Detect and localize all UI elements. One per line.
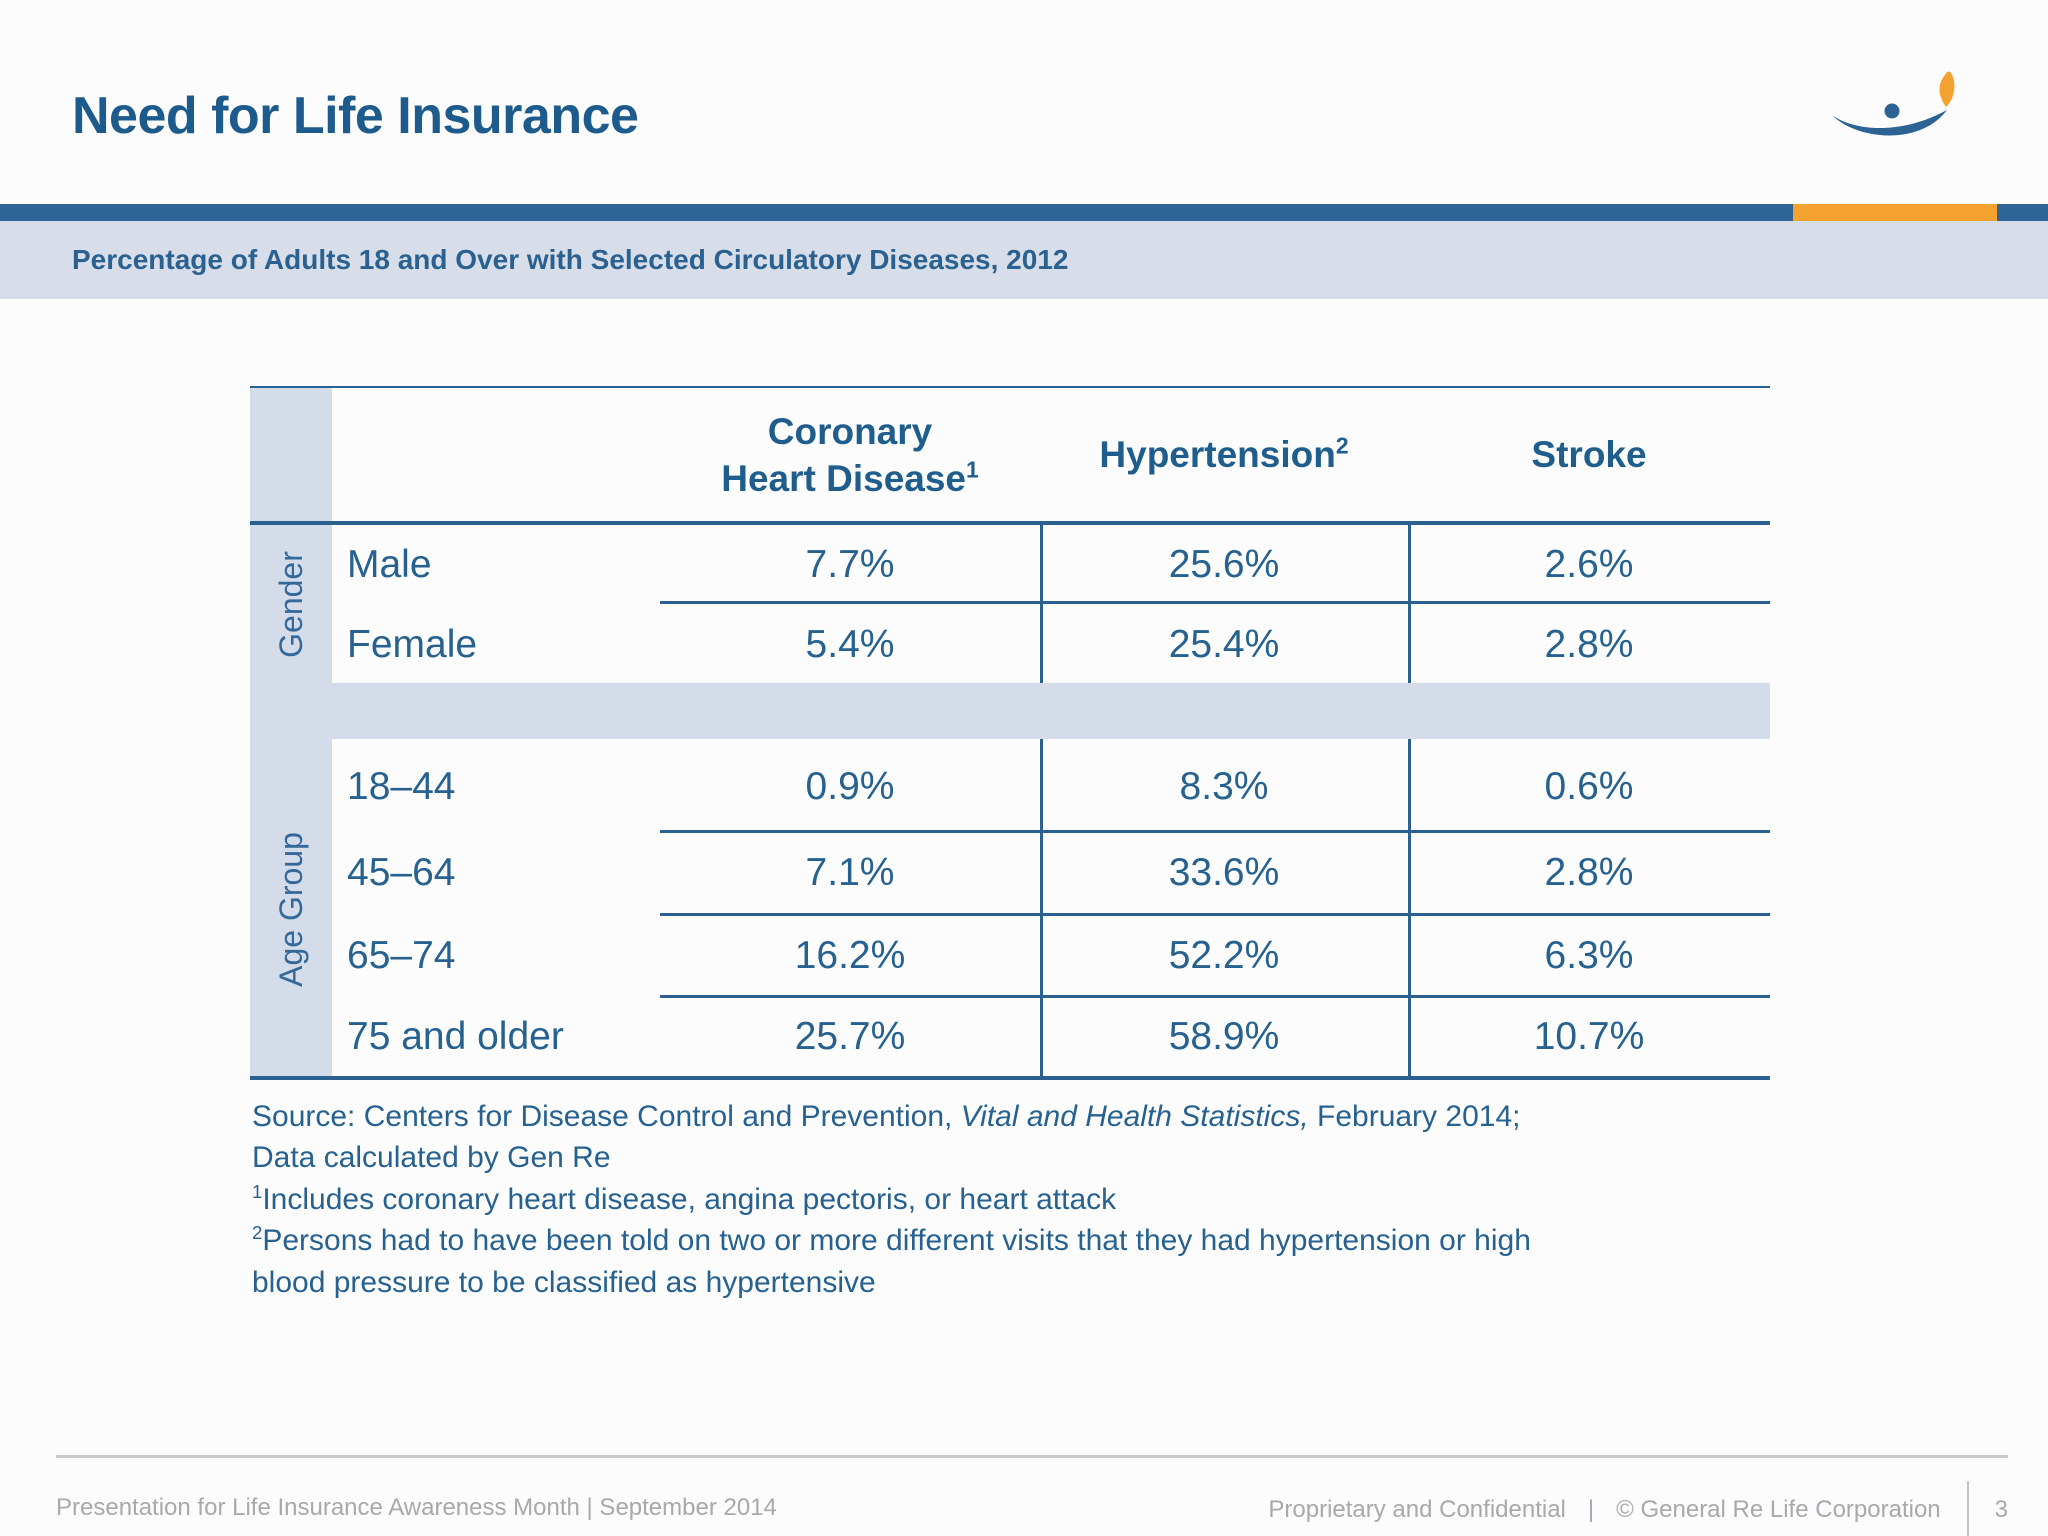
footnote-2-continued: blood pressure to be classified as hyper… [252,1265,876,1299]
accent-bar-blue-left [0,204,1793,221]
col-header-line1: Hypertension2 [1099,433,1349,476]
page-title: Need for Life Insurance [72,87,639,145]
row-divider [660,601,1770,604]
cell-male-coronary: 7.7% [805,542,895,586]
column-divider [1408,525,1411,683]
row-label-75-and-older: 75 and older [347,1015,564,1058]
footnote-2: 2Persons had to have been told on two or… [252,1222,1531,1258]
cell-65-74-stroke: 6.3% [1544,933,1634,977]
table-bottom-border [250,1076,1770,1080]
page-number: 3 [1994,1496,2008,1523]
logo-flame-icon [1939,71,1955,107]
cell-female-stroke: 2.8% [1544,623,1634,666]
row-label-18-44: 18–44 [347,764,456,808]
accent-bar-blue-right [1997,204,2048,221]
column-divider [1408,739,1411,1076]
col-header-line1: Coronary [767,411,933,453]
cell-female-coronary: 5.4% [805,623,895,666]
logo-head-icon [1884,103,1900,119]
col-header-stroke: Stroke [1408,390,1770,521]
column-divider [1040,739,1043,1076]
accent-bar-orange [1793,204,1997,221]
logo-swoosh-icon [1833,110,1947,136]
footer-page-separator [1966,1481,1969,1536]
source-block: Source: Centers for Disease Control and … [252,1096,1812,1303]
col-header-hypertension: Hypertension2 [1040,390,1408,521]
row-label-male: Male [347,542,432,586]
cell-18-44-stroke: 0.6% [1544,764,1634,808]
footnote-1: 1Includes coronary heart disease, angina… [252,1180,1117,1216]
row-label-65-74: 65–74 [347,933,456,977]
cell-75-coronary: 25.7% [794,1015,906,1058]
cell-male-stroke: 2.6% [1544,542,1634,586]
cell-65-74-coronary: 16.2% [794,933,906,977]
col-header-coronary-heart-disease: Coronary Heart Disease1 [660,390,1040,521]
gen-re-logo [1833,71,1955,136]
cell-male-hypertension: 25.6% [1168,542,1280,586]
cell-45-64-stroke: 2.8% [1544,851,1634,894]
source-line-2: Data calculated by Gen Re [252,1141,611,1175]
cell-65-74-hypertension: 52.2% [1168,933,1280,977]
cell-18-44-coronary: 0.9% [805,764,895,808]
row-group-label-gender: Gender [272,550,309,658]
col-header-line2: Heart Disease1 [721,456,979,499]
cell-18-44-hypertension: 8.3% [1179,764,1269,808]
footer-presentation-label: Presentation for Life Insurance Awarenes… [56,1494,777,1521]
footer-pipe: | [1587,1496,1595,1523]
row-label-female: Female [347,623,478,666]
row-divider [660,995,1770,998]
table-top-border [250,386,1770,388]
row-divider [660,830,1770,833]
accent-bar [0,204,2048,221]
row-label-45-64: 45–64 [347,851,456,894]
col-header-line1: Stroke [1531,434,1647,476]
source-line-1: Source: Centers for Disease Control and … [252,1100,1521,1133]
footer-copyright-label: © General Re Life Corporation [1616,1496,1941,1523]
table-caption: Percentage of Adults 18 and Over with Se… [72,244,1069,275]
cell-female-hypertension: 25.4% [1168,623,1280,666]
footer-divider-line [56,1455,2008,1458]
column-divider [1040,525,1043,683]
cell-75-stroke: 10.7% [1533,1015,1645,1058]
cell-45-64-coronary: 7.1% [805,851,895,894]
footer-confidential-label: Proprietary and Confidential [1268,1496,1566,1523]
header-underline [250,521,1770,525]
section-separator-band [250,683,1770,739]
cell-75-hypertension: 58.9% [1168,1015,1280,1058]
data-table: Coronary Heart Disease1 Hypertension2 St… [250,386,1770,1080]
cell-45-64-hypertension: 33.6% [1168,851,1280,894]
row-divider [660,913,1770,916]
subtitle-band: Percentage of Adults 18 and Over with Se… [0,221,2048,299]
row-group-label-age-group: Age Group [272,832,309,987]
footer-right-group: Proprietary and Confidential | © General… [1268,1478,2008,1536]
